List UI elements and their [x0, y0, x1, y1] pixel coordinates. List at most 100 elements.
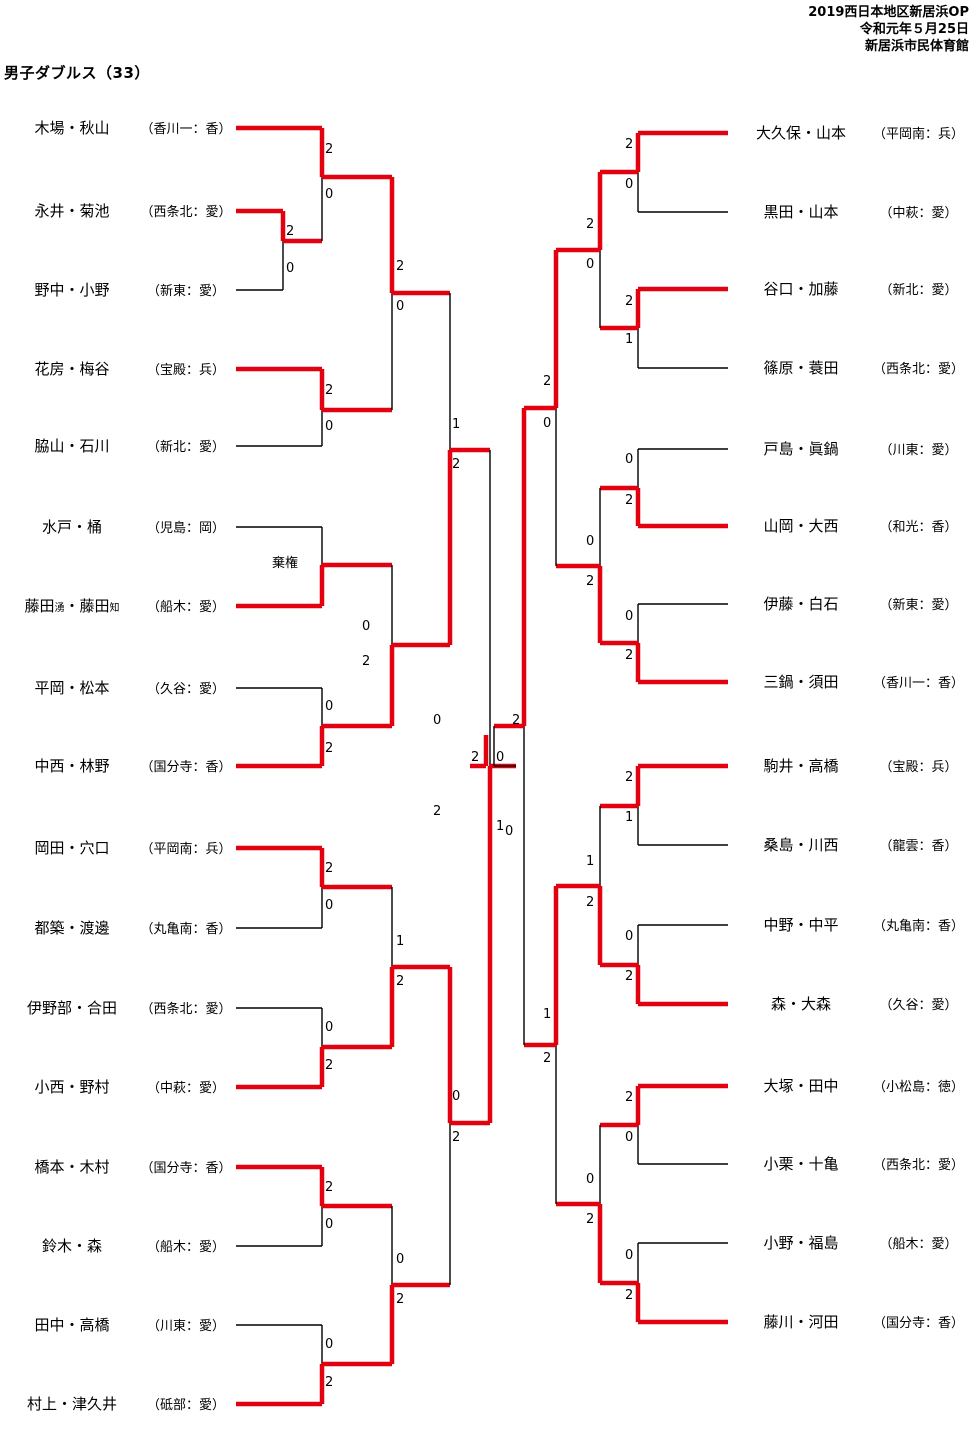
player-name: 村上・津久井: [26, 1395, 117, 1413]
player-affiliation: （龍雲：香）: [879, 839, 958, 854]
score-right-r5-bot: 2: [543, 1051, 552, 1066]
score-right-r2-e-bot: 1: [625, 810, 634, 825]
player-entry: 小栗・十亀 （西条北：愛）: [736, 1154, 977, 1174]
player-name: 大塚・田中: [763, 1077, 839, 1095]
player-name: 橋本・木村: [34, 1158, 110, 1176]
player-name: 岡田・穴口: [34, 839, 110, 857]
player-affiliation: （船木：愛）: [146, 600, 225, 615]
score-right-r2-g-top: 2: [625, 1090, 634, 1105]
player-affiliation: （川東：愛）: [146, 1319, 225, 1334]
player-name: 鈴木・森: [41, 1237, 102, 1255]
score-right-r2-h-top: 0: [625, 1248, 634, 1263]
player-affiliation: （西条北：愛）: [872, 1158, 964, 1173]
score-left-r2-d-bot: 2: [325, 741, 334, 756]
player-entry: 平岡・松本 （久谷：愛）: [0, 678, 236, 698]
player-entry: 三鍋・須田 （香川一：香）: [736, 672, 977, 692]
player-affiliation: （久谷：愛）: [879, 998, 958, 1013]
player-affiliation: （宝殿：兵）: [146, 363, 225, 378]
player-name: 永井・菊池: [34, 202, 110, 220]
player-entry: 鈴木・森 （船木：愛）: [0, 1236, 236, 1256]
page-title: 男子ダブルス（33）: [4, 64, 150, 82]
player-name: 野中・小野: [34, 281, 110, 299]
player-name: 駒井・高橋: [763, 757, 839, 775]
player-entry: 岡田・穴口 （平岡南：兵）: [0, 838, 236, 858]
score-right-r2-f-top: 0: [625, 929, 634, 944]
player-affiliation: （中萩：愛）: [879, 206, 958, 221]
score-right-r5-top: 1: [543, 1007, 552, 1022]
player-affiliation: （平岡南：兵）: [140, 842, 232, 857]
player-name: 小栗・十亀: [763, 1155, 839, 1173]
player-entry: 山岡・大西 （和光：香）: [736, 516, 977, 536]
score-runner-up: 1: [496, 819, 505, 834]
score-right-r3-c-top: 1: [586, 854, 595, 869]
player-name: 黒田・山本: [763, 203, 839, 221]
player-entry: 永井・菊池 （西条北：愛）: [0, 201, 236, 221]
score-left-r3-d-bot: 2: [396, 1292, 405, 1307]
score-left-r3-c-top: 1: [396, 934, 405, 949]
player-affiliation: （新東：愛）: [879, 598, 958, 613]
player-name: 篠原・蓑田: [763, 359, 839, 377]
player-affiliation: （中萩：愛）: [146, 1081, 225, 1096]
player-name: 桑島・川西: [763, 836, 839, 854]
player-affiliation: （和光：香）: [879, 520, 958, 535]
player-entry: 森・大森 （久谷：愛）: [736, 994, 977, 1014]
score-left-r3-b-top: 0: [362, 619, 371, 634]
player-affiliation: （国分寺：香）: [872, 1316, 964, 1331]
player-entry: 伊藤・白石 （新東：愛）: [736, 594, 977, 614]
score-left-r2-f-top: 0: [325, 1020, 334, 1035]
score-left-r2-b-top: 2: [325, 383, 334, 398]
score-right-semi-bot: 0: [505, 824, 514, 839]
player-entry: 野中・小野 （新東：愛）: [0, 280, 236, 300]
score-left-semi-top: 0: [433, 713, 442, 728]
score-left-semi-bot: 2: [433, 804, 442, 819]
score-left-r2-c-forfeit: 棄権: [272, 556, 299, 571]
player-entry: 大塚・田中 （小松島：徳）: [736, 1076, 977, 1096]
score-right-semi-top: 2: [512, 713, 521, 728]
score-left-r2-h-top: 0: [325, 1337, 334, 1352]
score-left-r4-a-top: 1: [452, 417, 461, 432]
score-left-r2-e-bot: 0: [325, 898, 334, 913]
score-left-r4-a-bot: 2: [452, 457, 461, 472]
player-name: 伊野部・合田: [26, 999, 117, 1017]
player-name: 伊藤・白石: [763, 595, 839, 613]
player-affiliation: （宝殿：兵）: [879, 760, 958, 775]
score-right-r3-b-bot: 2: [586, 574, 595, 589]
player-entry: 小西・野村 （中萩：愛）: [0, 1077, 236, 1097]
player-name: 藤田湧・藤田知: [24, 597, 120, 615]
player-entry: 橋本・木村 （国分寺：香）: [0, 1157, 236, 1177]
player-affiliation: （新北：愛）: [879, 283, 958, 298]
score-right-r2-a-top: 2: [625, 137, 634, 152]
player-entry: 戸島・眞鍋 （川東：愛）: [736, 439, 977, 459]
player-name: 山岡・大西: [763, 517, 839, 535]
score-final-right: 0: [496, 750, 505, 765]
player-affiliation: （国分寺：香）: [140, 1161, 232, 1176]
score-right-r2-f-bot: 2: [625, 969, 634, 984]
player-name: 木場・秋山: [34, 119, 110, 137]
player-affiliation: （川東：愛）: [879, 443, 958, 458]
score-right-r3-d-top: 0: [586, 1172, 595, 1187]
player-name: 平岡・松本: [34, 679, 110, 697]
score-final-left: 2: [471, 750, 480, 765]
score-left-r3-a-top: 2: [396, 259, 405, 274]
header-tournament-name: 2019西日本地区新居浜OP: [808, 5, 969, 20]
player-affiliation: （新北：愛）: [146, 440, 225, 455]
player-name: 小野・福島: [763, 1234, 839, 1252]
player-name: 小西・野村: [34, 1078, 110, 1096]
player-name: 花房・梅谷: [34, 360, 110, 378]
score-left-r1-nagai-top: 2: [286, 224, 295, 239]
player-entry: 藤川・河田 （国分寺：香）: [736, 1312, 977, 1332]
score-left-r5-top: 0: [452, 1089, 461, 1104]
player-affiliation: （西条北：愛）: [140, 205, 232, 220]
player-name: 中野・中平: [763, 916, 839, 934]
score-right-r2-d-bot: 2: [625, 648, 634, 663]
header-date: 令和元年５月25日: [859, 22, 969, 37]
score-left-r2-b-bot: 0: [325, 419, 334, 434]
player-entry: 藤田湧・藤田知 （船木：愛）: [0, 596, 236, 616]
player-entry: 中西・林野 （国分寺：香）: [0, 756, 236, 776]
score-left-r2-e-top: 2: [325, 861, 334, 876]
player-name: 中西・林野: [34, 757, 110, 775]
score-right-r2-a-bot: 0: [625, 177, 634, 192]
score-right-r2-e-top: 2: [625, 770, 634, 785]
